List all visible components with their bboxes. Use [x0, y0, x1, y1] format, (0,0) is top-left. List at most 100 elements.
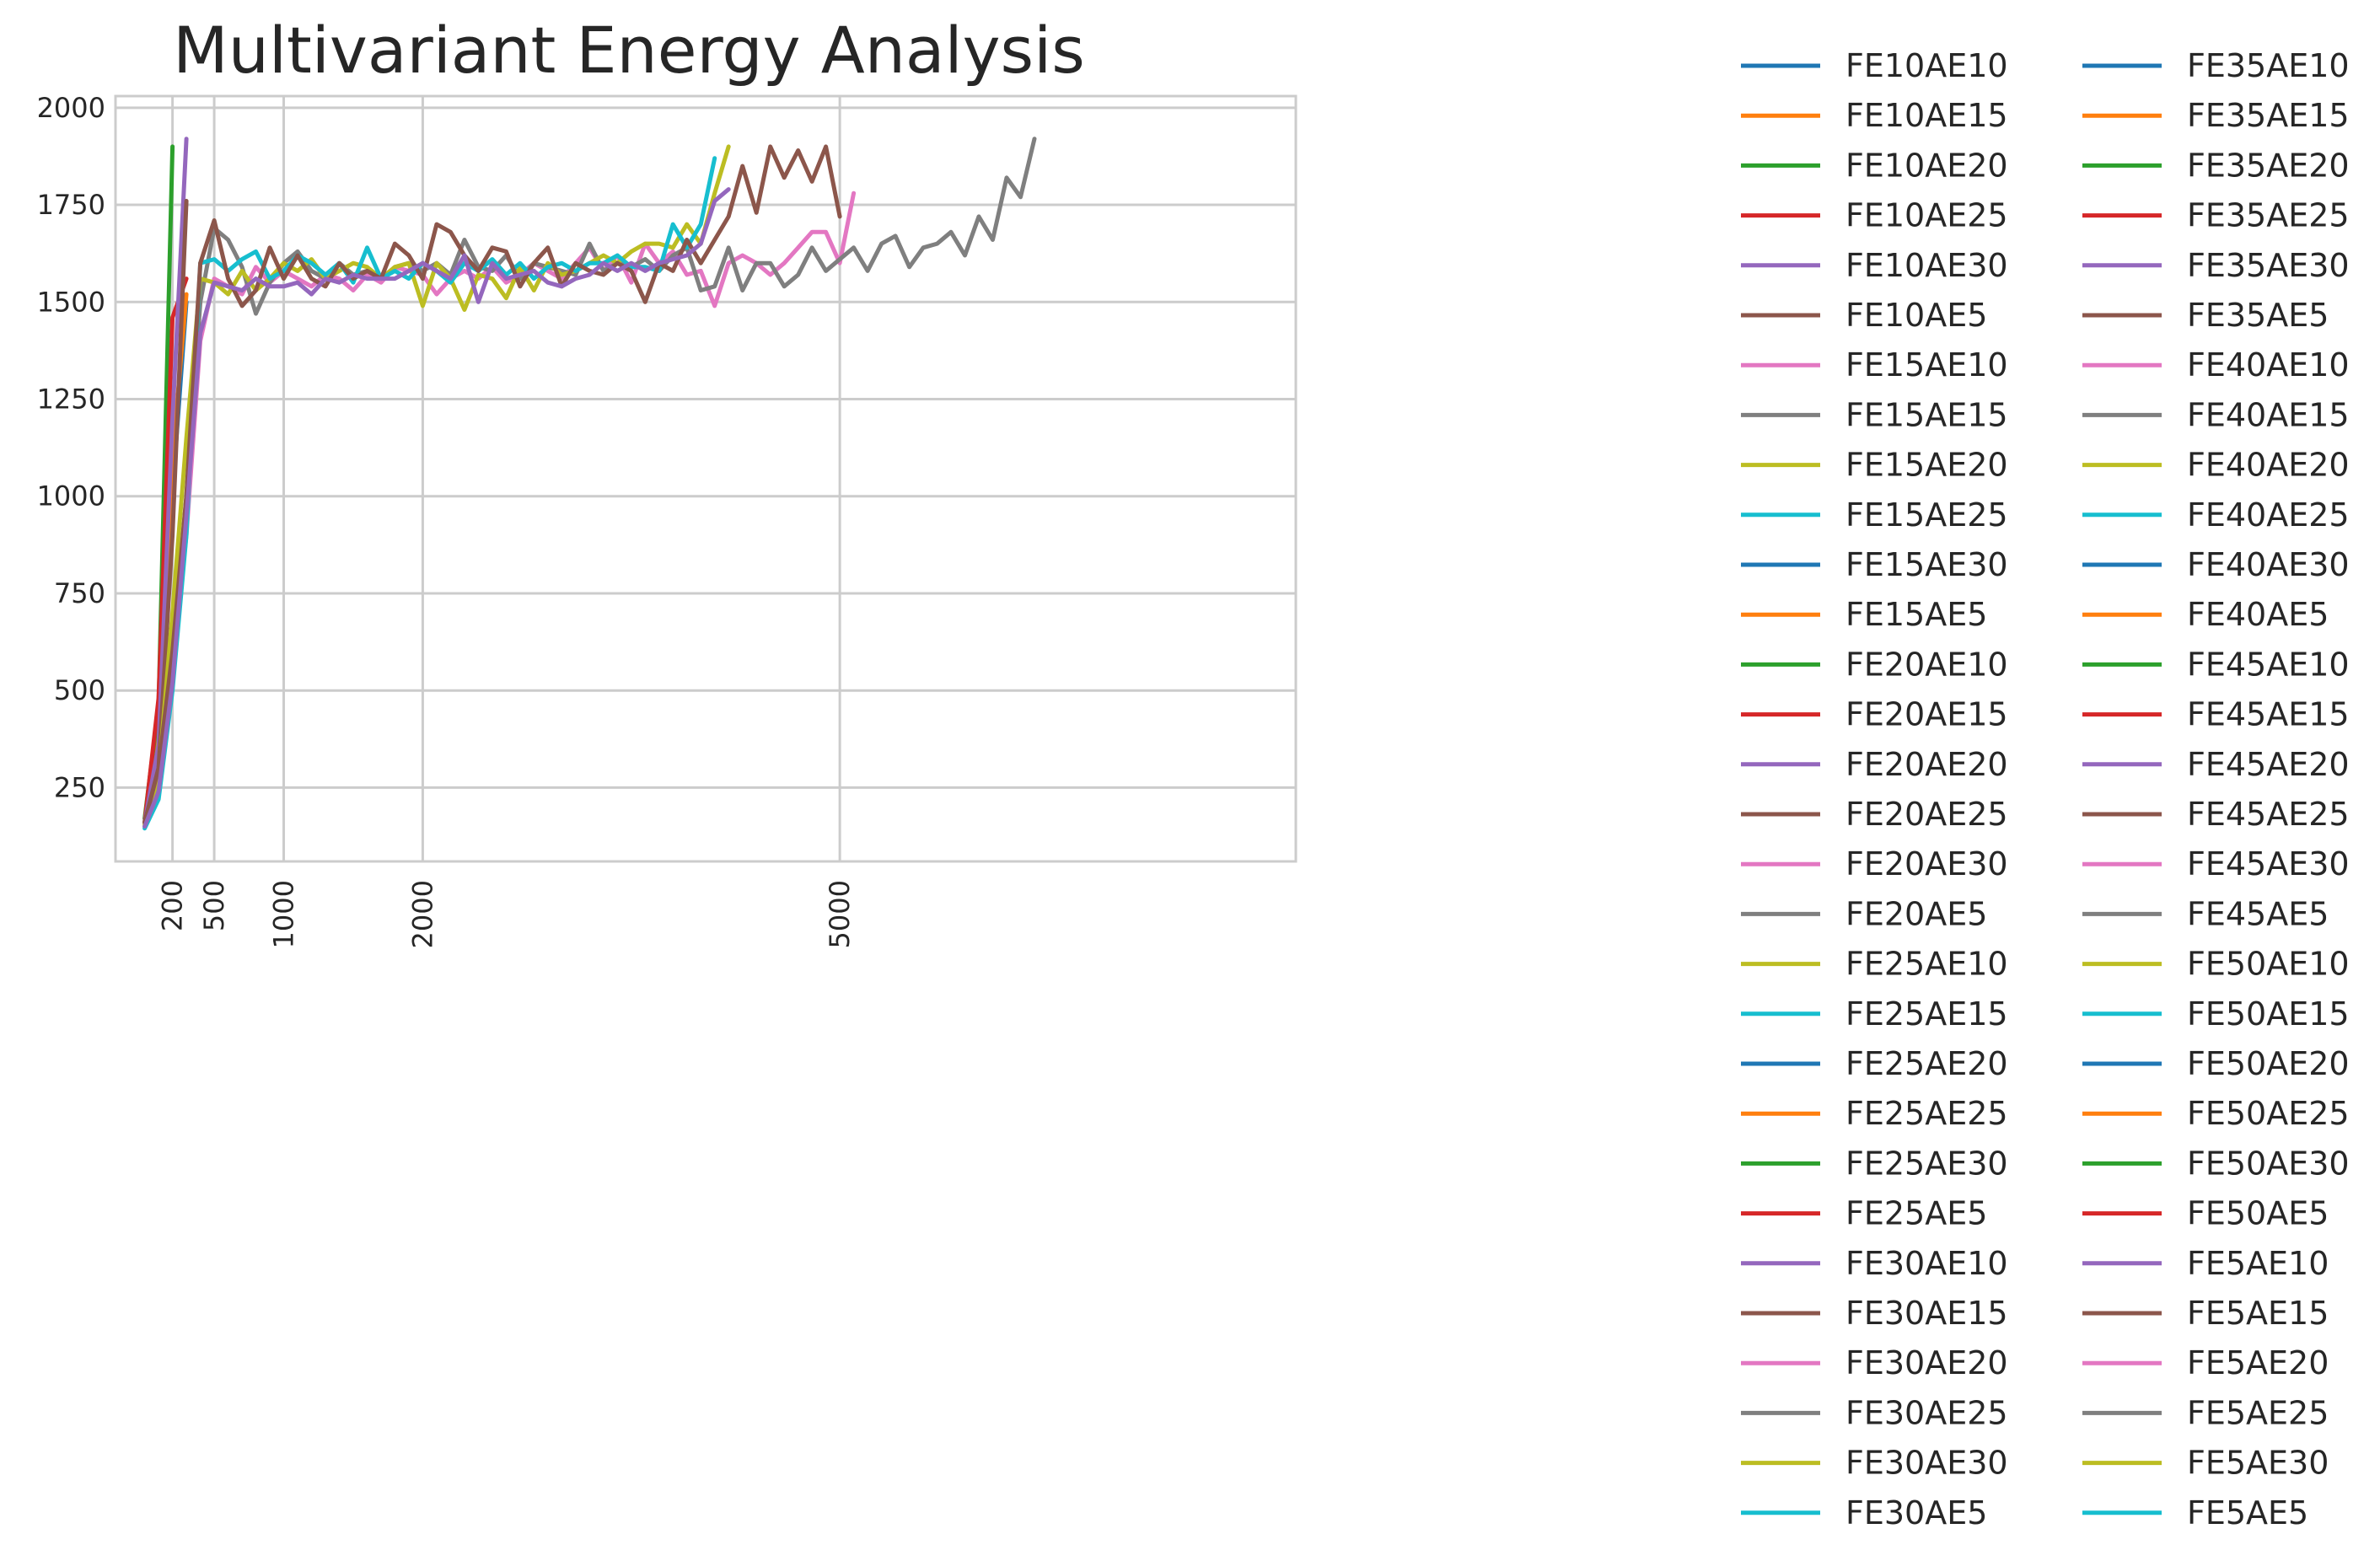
- legend-label: FE25AE15: [1845, 995, 2008, 1033]
- legend-item: FE5AE15: [2082, 1295, 2329, 1332]
- legend-item: FE10AE10: [1741, 47, 2008, 84]
- legend-item: FE45AE15: [2082, 696, 2350, 733]
- legend-label: FE50AE25: [2187, 1095, 2350, 1132]
- legend-item: FE25AE30: [1741, 1145, 2008, 1182]
- x-tick-label: 1000: [268, 880, 300, 948]
- x-tick-label: 5000: [824, 880, 856, 948]
- legend-item: FE10AE25: [1741, 197, 2008, 234]
- legend-label: FE40AE15: [2187, 396, 2350, 433]
- legend-label: FE25AE5: [1845, 1195, 1987, 1232]
- legend-item: FE10AE30: [1741, 247, 2008, 284]
- legend-label: FE20AE20: [1845, 746, 2008, 783]
- x-axis-ticks: 200 500 1000 2000 5000: [157, 880, 857, 948]
- legend-item: FE40AE30: [2082, 546, 2350, 583]
- legend-item: FE5AE5: [2082, 1494, 2308, 1531]
- series-line-fe15ae20: [142, 144, 731, 827]
- legend-item: FE5AE20: [2082, 1344, 2329, 1381]
- legend-label: FE35AE15: [2187, 97, 2350, 134]
- legend-item: FE20AE10: [1741, 646, 2008, 683]
- legend-item: FE45AE30: [2082, 845, 2350, 882]
- legend-label: FE50AE10: [2187, 946, 2350, 983]
- y-tick-label: 750: [54, 577, 105, 609]
- legend-label: FE30AE30: [1845, 1445, 2008, 1482]
- legend-label: FE45AE30: [2187, 845, 2350, 882]
- chart-title: Multivariant Energy Analysis: [173, 13, 1085, 88]
- legend-item: FE50AE30: [2082, 1145, 2350, 1182]
- legend-label: FE35AE10: [2187, 47, 2350, 84]
- y-tick-label: 1750: [37, 189, 105, 221]
- y-axis-ticks: 250 500 750 1000 1250 1500 1750 2000: [37, 92, 105, 804]
- legend-label: FE20AE30: [1845, 845, 2008, 882]
- legend-label: FE25AE25: [1845, 1095, 2008, 1132]
- y-tick-label: 500: [54, 674, 105, 706]
- legend-item: FE35AE15: [2082, 97, 2350, 134]
- legend-label: FE50AE5: [2187, 1195, 2329, 1232]
- legend-item: FE35AE30: [2082, 247, 2350, 284]
- legend-item: FE15AE5: [1741, 596, 1987, 633]
- legend: FE10AE10 FE10AE15 FE10AE20 FE10AE25 FE10AE30…: [1741, 47, 2350, 1531]
- y-tick-label: 250: [54, 771, 105, 803]
- legend-label: FE25AE10: [1845, 946, 2008, 983]
- y-tick-label: 1500: [37, 286, 105, 318]
- legend-label: FE25AE30: [1845, 1145, 2008, 1182]
- legend-item: FE25AE5: [1741, 1195, 1987, 1232]
- legend-label: FE30AE25: [1845, 1394, 2008, 1431]
- legend-item: FE20AE15: [1741, 696, 2008, 733]
- legend-item: FE45AE5: [2082, 895, 2329, 932]
- legend-label: FE40AE25: [2187, 496, 2350, 534]
- series-lines: [142, 137, 1037, 831]
- legend-item: FE45AE10: [2082, 646, 2350, 683]
- legend-item: FE20AE20: [1741, 746, 2008, 783]
- legend-label: FE50AE15: [2187, 995, 2350, 1033]
- x-tick-label: 500: [198, 880, 230, 931]
- y-tick-label: 1000: [37, 480, 105, 512]
- legend-item: FE20AE25: [1741, 796, 2008, 833]
- legend-label: FE5AE10: [2187, 1245, 2329, 1282]
- legend-label: FE10AE25: [1845, 197, 2008, 234]
- legend-item: FE15AE30: [1741, 546, 2008, 583]
- legend-label: FE40AE5: [2187, 596, 2329, 633]
- x-tick-label: 200: [157, 880, 189, 931]
- legend-item: FE25AE25: [1741, 1095, 2008, 1132]
- legend-label: FE10AE5: [1845, 297, 1987, 334]
- legend-item: FE10AE5: [1741, 297, 1987, 334]
- plot-frame: [114, 94, 1297, 863]
- legend-label: FE5AE30: [2187, 1445, 2329, 1482]
- legend-label: FE25AE20: [1845, 1045, 2008, 1082]
- legend-item: FE30AE5: [1741, 1494, 1987, 1531]
- legend-item: FE25AE15: [1741, 995, 2008, 1033]
- legend-item: FE50AE20: [2082, 1045, 2350, 1082]
- legend-label: FE15AE15: [1845, 396, 2008, 433]
- series-line-fe35ae5: [142, 144, 842, 825]
- legend-label: FE5AE20: [2187, 1344, 2329, 1381]
- legend-item: FE5AE25: [2082, 1394, 2329, 1431]
- legend-item: FE15AE15: [1741, 396, 2008, 433]
- legend-item: FE35AE10: [2082, 47, 2350, 84]
- legend-label: FE45AE15: [2187, 696, 2350, 733]
- legend-label: FE15AE25: [1845, 496, 2008, 534]
- legend-item: FE30AE25: [1741, 1394, 2008, 1431]
- legend-item: FE30AE30: [1741, 1445, 2008, 1482]
- legend-label: FE50AE20: [2187, 1045, 2350, 1082]
- legend-label: FE15AE20: [1845, 447, 2008, 484]
- legend-label: FE35AE25: [2187, 197, 2350, 234]
- legend-item: FE10AE20: [1741, 147, 2008, 184]
- x-tick-label: 2000: [406, 880, 438, 948]
- legend-item: FE50AE5: [2082, 1195, 2329, 1232]
- legend-item: FE50AE10: [2082, 946, 2350, 983]
- legend-label: FE30AE5: [1845, 1494, 1987, 1531]
- legend-item: FE10AE15: [1741, 97, 2008, 134]
- legend-label: FE5AE5: [2187, 1494, 2308, 1531]
- legend-item: FE45AE20: [2082, 746, 2350, 783]
- legend-label: FE40AE20: [2187, 447, 2350, 484]
- legend-item: FE5AE30: [2082, 1445, 2329, 1482]
- legend-label: FE10AE20: [1845, 147, 2008, 184]
- legend-item: FE25AE10: [1741, 946, 2008, 983]
- legend-label: FE30AE10: [1845, 1245, 2008, 1282]
- legend-item: FE30AE15: [1741, 1295, 2008, 1332]
- legend-label: FE20AE5: [1845, 895, 1987, 932]
- legend-label: FE15AE30: [1845, 546, 2008, 583]
- legend-item: FE35AE5: [2082, 297, 2329, 334]
